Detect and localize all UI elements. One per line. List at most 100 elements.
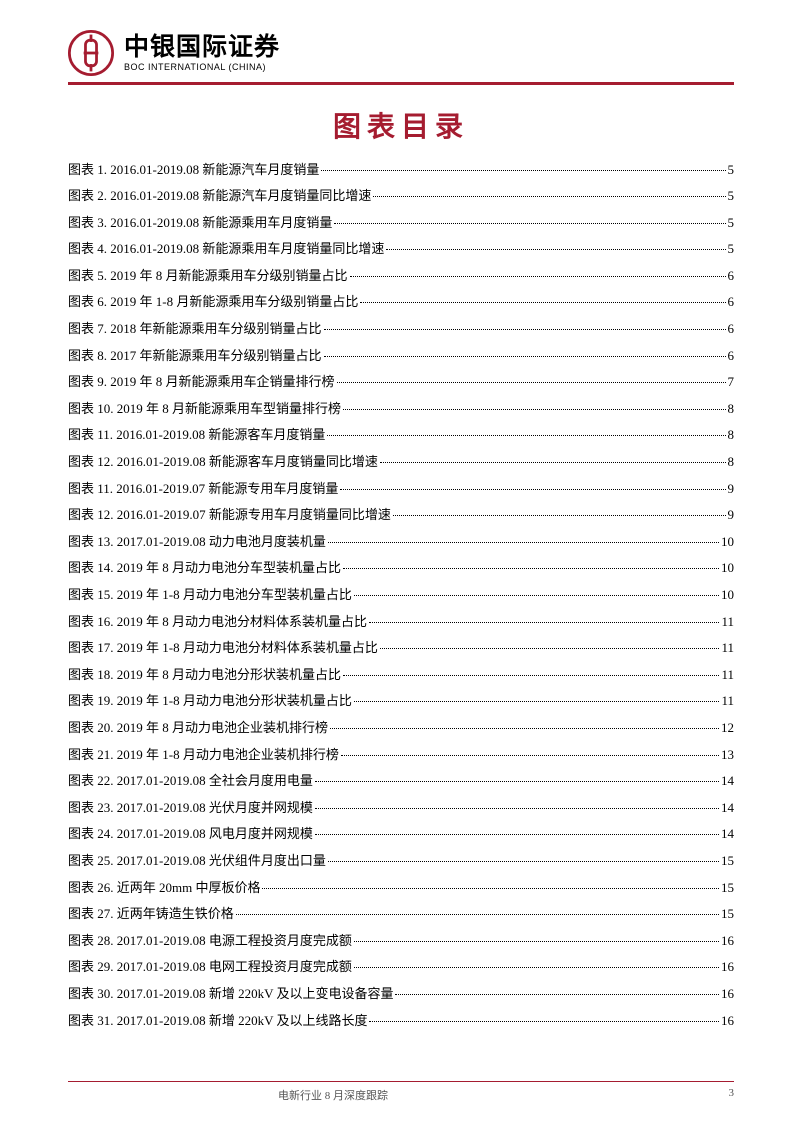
toc-entry-page: 8 bbox=[728, 428, 735, 441]
toc-entry-page: 11 bbox=[721, 615, 734, 628]
toc-entry-page: 10 bbox=[721, 535, 734, 548]
company-name-cn: 中银国际证券 bbox=[124, 34, 280, 62]
toc-entry-label: 图表 11. 2016.01-2019.08 新能源客车月度销量 bbox=[68, 428, 325, 441]
toc-leader-dots bbox=[369, 622, 719, 623]
toc-entry-page: 6 bbox=[728, 349, 735, 362]
toc-leader-dots bbox=[262, 888, 719, 889]
toc-entry-label: 图表 4. 2016.01-2019.08 新能源乘用车月度销量同比增速 bbox=[68, 242, 384, 255]
toc-entry: 图表 10. 2019 年 8 月新能源乘用车型销量排行榜8 bbox=[68, 402, 734, 415]
toc-entry: 图表 23. 2017.01-2019.08 光伏月度并网规模14 bbox=[68, 801, 734, 814]
toc-entry-label: 图表 18. 2019 年 8 月动力电池分形状装机量占比 bbox=[68, 668, 341, 681]
toc-entry-page: 9 bbox=[728, 482, 735, 495]
toc-entry: 图表 4. 2016.01-2019.08 新能源乘用车月度销量同比增速5 bbox=[68, 242, 734, 255]
toc-entry: 图表 12. 2016.01-2019.08 新能源客车月度销量同比增速 8 bbox=[68, 455, 734, 468]
boc-logo-icon bbox=[68, 30, 114, 76]
toc-list: 图表 1. 2016.01-2019.08 新能源汽车月度销量5图表 2. 20… bbox=[68, 163, 734, 1027]
toc-leader-dots bbox=[373, 196, 725, 197]
toc-leader-dots bbox=[328, 542, 719, 543]
toc-leader-dots bbox=[315, 834, 719, 835]
toc-entry: 图表 5. 2019 年 8 月新能源乘用车分级别销量占比 6 bbox=[68, 269, 734, 282]
document-page: 中银国际证券 BOC INTERNATIONAL (CHINA) 图表目录 图表… bbox=[0, 0, 802, 1133]
toc-entry: 图表 17. 2019 年 1-8 月动力电池分材料体系装机量占比 11 bbox=[68, 641, 734, 654]
toc-entry-page: 8 bbox=[728, 455, 735, 468]
toc-entry: 图表 13. 2017.01-2019.08 动力电池月度装机量10 bbox=[68, 535, 734, 548]
toc-leader-dots bbox=[354, 595, 719, 596]
toc-entry-label: 图表 1. 2016.01-2019.08 新能源汽车月度销量 bbox=[68, 163, 319, 176]
toc-entry: 图表 26. 近两年 20mm 中厚板价格15 bbox=[68, 881, 734, 894]
toc-entry-page: 11 bbox=[721, 694, 734, 707]
toc-leader-dots bbox=[330, 728, 719, 729]
toc-leader-dots bbox=[327, 435, 725, 436]
toc-leader-dots bbox=[354, 701, 720, 702]
toc-entry-page: 14 bbox=[721, 801, 734, 814]
toc-leader-dots bbox=[337, 382, 726, 383]
toc-entry: 图表 24. 2017.01-2019.08 风电月度并网规模14 bbox=[68, 827, 734, 840]
toc-leader-dots bbox=[343, 568, 719, 569]
toc-entry-label: 图表 27. 近两年铸造生铁价格 bbox=[68, 907, 234, 920]
toc-entry-label: 图表 29. 2017.01-2019.08 电网工程投资月度完成额 bbox=[68, 960, 352, 973]
toc-entry-label: 图表 21. 2019 年 1-8 月动力电池企业装机排行榜 bbox=[68, 748, 339, 761]
toc-entry: 图表 11. 2016.01-2019.07 新能源专用车月度销量 9 bbox=[68, 482, 734, 495]
toc-leader-dots bbox=[334, 223, 725, 224]
toc-entry-label: 图表 6. 2019 年 1-8 月新能源乘用车分级别销量占比 bbox=[68, 295, 358, 308]
toc-entry: 图表 28. 2017.01-2019.08 电源工程投资月度完成额16 bbox=[68, 934, 734, 947]
toc-entry: 图表 25. 2017.01-2019.08 光伏组件月度出口量 15 bbox=[68, 854, 734, 867]
toc-entry: 图表 18. 2019 年 8 月动力电池分形状装机量占比11 bbox=[68, 668, 734, 681]
toc-leader-dots bbox=[324, 356, 726, 357]
toc-entry-label: 图表 30. 2017.01-2019.08 新增 220kV 及以上变电设备容… bbox=[68, 987, 393, 1000]
toc-leader-dots bbox=[369, 1021, 719, 1022]
toc-entry-label: 图表 28. 2017.01-2019.08 电源工程投资月度完成额 bbox=[68, 934, 352, 947]
company-name-block: 中银国际证券 BOC INTERNATIONAL (CHINA) bbox=[124, 34, 280, 73]
toc-leader-dots bbox=[354, 967, 719, 968]
toc-entry-page: 16 bbox=[721, 960, 734, 973]
toc-entry-label: 图表 26. 近两年 20mm 中厚板价格 bbox=[68, 881, 260, 894]
toc-entry-page: 6 bbox=[728, 295, 735, 308]
toc-entry: 图表 7. 2018 年新能源乘用车分级别销量占比6 bbox=[68, 322, 734, 335]
footer-divider bbox=[68, 1081, 734, 1082]
toc-entry: 图表 20. 2019 年 8 月动力电池企业装机排行榜12 bbox=[68, 721, 734, 734]
toc-entry-page: 10 bbox=[721, 588, 734, 601]
footer-page-number: 3 bbox=[729, 1087, 735, 1103]
toc-entry-label: 图表 12. 2016.01-2019.08 新能源客车月度销量同比增速 bbox=[68, 455, 378, 468]
toc-leader-dots bbox=[354, 941, 719, 942]
toc-entry-label: 图表 16. 2019 年 8 月动力电池分材料体系装机量占比 bbox=[68, 615, 367, 628]
toc-entry-page: 6 bbox=[728, 269, 735, 282]
toc-entry-label: 图表 9. 2019 年 8 月新能源乘用车企销量排行榜 bbox=[68, 375, 335, 388]
toc-entry-label: 图表 7. 2018 年新能源乘用车分级别销量占比 bbox=[68, 322, 322, 335]
toc-entry: 图表 6. 2019 年 1-8 月新能源乘用车分级别销量占比 6 bbox=[68, 295, 734, 308]
toc-leader-dots bbox=[395, 994, 719, 995]
toc-entry: 图表 16. 2019 年 8 月动力电池分材料体系装机量占比 11 bbox=[68, 615, 734, 628]
toc-entry-label: 图表 17. 2019 年 1-8 月动力电池分材料体系装机量占比 bbox=[68, 641, 378, 654]
toc-entry-page: 16 bbox=[721, 1014, 734, 1027]
toc-entry: 图表 11. 2016.01-2019.08 新能源客车月度销量 8 bbox=[68, 428, 734, 441]
toc-leader-dots bbox=[328, 861, 719, 862]
toc-entry: 图表 14. 2019 年 8 月动力电池分车型装机量占比 10 bbox=[68, 561, 734, 574]
toc-entry-page: 10 bbox=[721, 561, 734, 574]
toc-entry-label: 图表 25. 2017.01-2019.08 光伏组件月度出口量 bbox=[68, 854, 326, 867]
toc-entry: 图表 15. 2019 年 1-8 月动力电池分车型装机量占比10 bbox=[68, 588, 734, 601]
toc-entry-label: 图表 10. 2019 年 8 月新能源乘用车型销量排行榜 bbox=[68, 402, 341, 415]
page-header: 中银国际证券 BOC INTERNATIONAL (CHINA) bbox=[68, 30, 734, 76]
toc-entry-label: 图表 5. 2019 年 8 月新能源乘用车分级别销量占比 bbox=[68, 269, 348, 282]
toc-leader-dots bbox=[341, 755, 719, 756]
toc-entry-page: 14 bbox=[721, 774, 734, 787]
toc-entry: 图表 27. 近两年铸造生铁价格15 bbox=[68, 907, 734, 920]
toc-entry-label: 图表 14. 2019 年 8 月动力电池分车型装机量占比 bbox=[68, 561, 341, 574]
toc-entry: 图表 12. 2016.01-2019.07 新能源专用车月度销量同比增速9 bbox=[68, 508, 734, 521]
toc-entry: 图表 3. 2016.01-2019.08 新能源乘用车月度销量5 bbox=[68, 216, 734, 229]
toc-entry-label: 图表 22. 2017.01-2019.08 全社会月度用电量 bbox=[68, 774, 313, 787]
toc-entry-label: 图表 3. 2016.01-2019.08 新能源乘用车月度销量 bbox=[68, 216, 332, 229]
toc-entry-label: 图表 11. 2016.01-2019.07 新能源专用车月度销量 bbox=[68, 482, 338, 495]
toc-leader-dots bbox=[321, 170, 725, 171]
toc-leader-dots bbox=[360, 302, 725, 303]
toc-entry: 图表 22. 2017.01-2019.08 全社会月度用电量 14 bbox=[68, 774, 734, 787]
toc-entry-page: 15 bbox=[721, 854, 734, 867]
page-footer: 电新行业 8 月深度跟踪 3 bbox=[68, 1081, 734, 1103]
toc-entry-page: 11 bbox=[721, 641, 734, 654]
toc-leader-dots bbox=[393, 515, 726, 516]
toc-entry: 图表 31. 2017.01-2019.08 新增 220kV 及以上线路长度1… bbox=[68, 1014, 734, 1027]
toc-leader-dots bbox=[380, 462, 726, 463]
toc-leader-dots bbox=[343, 409, 725, 410]
footer-row: 电新行业 8 月深度跟踪 3 bbox=[68, 1087, 734, 1103]
footer-center-text: 电新行业 8 月深度跟踪 bbox=[68, 1087, 388, 1103]
